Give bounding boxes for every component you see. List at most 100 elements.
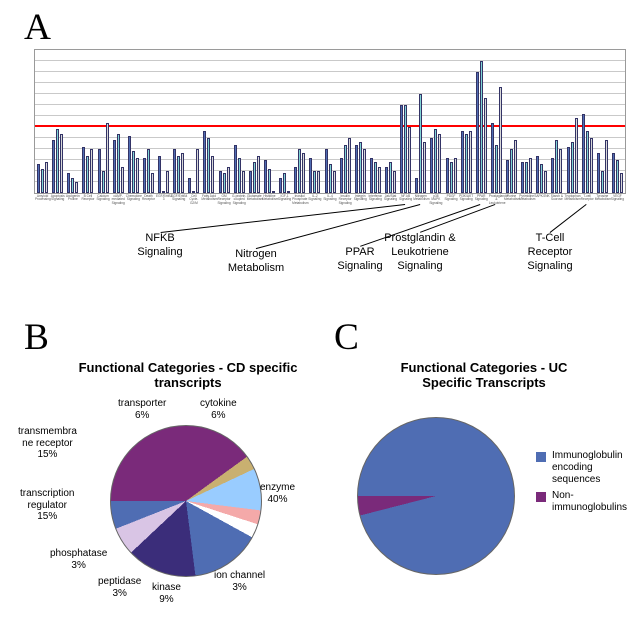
bar-category-label: PDGF Signaling	[443, 195, 458, 202]
bar	[56, 129, 59, 193]
bar	[302, 153, 305, 193]
bar-group	[52, 129, 63, 193]
bar	[590, 138, 593, 193]
bar	[158, 156, 161, 193]
gridline	[35, 82, 625, 83]
callout-text: NFKBSignaling	[110, 232, 210, 260]
bar	[575, 118, 578, 193]
bar	[227, 167, 230, 193]
bar	[359, 142, 362, 193]
gridline	[35, 104, 625, 105]
bar-group	[446, 158, 457, 193]
bar	[317, 171, 320, 193]
bar-group	[491, 87, 502, 193]
bar	[389, 162, 392, 193]
bar-group	[309, 158, 320, 193]
bar	[136, 158, 139, 193]
bar-category-label: PI3K/AKT Signaling	[459, 195, 474, 202]
bar	[117, 134, 120, 193]
gridline	[35, 93, 625, 94]
bar	[162, 191, 165, 193]
bar	[363, 149, 366, 193]
bar-category-label: cAMP-mediated Signaling	[111, 195, 126, 205]
panel-B-label: B	[24, 316, 49, 359]
bar-group	[98, 123, 109, 193]
bar-category-label: T-cell Receptor	[580, 195, 595, 202]
bar-group	[173, 149, 184, 193]
bar-group	[476, 61, 487, 193]
bar	[102, 171, 105, 193]
bar	[521, 162, 524, 193]
bar	[253, 162, 256, 193]
bar	[223, 173, 226, 193]
bar	[82, 147, 85, 193]
bar-category-label: Nitrogen Metabolism	[413, 195, 428, 202]
gridline	[35, 115, 625, 116]
bar	[309, 158, 312, 193]
bar-group	[264, 160, 275, 193]
bar	[400, 105, 403, 193]
bar-category-label: Chemokine Signaling	[126, 195, 141, 202]
bar-group	[370, 158, 381, 193]
bar-category-label: G-protein-coupled Signaling	[232, 195, 247, 205]
callout-text: NitrogenMetabolism	[206, 248, 306, 276]
bar-category-label: EGF/ErbB2-3	[156, 195, 171, 202]
panel-A-label: A	[24, 6, 51, 49]
bar	[121, 167, 124, 193]
bar	[268, 169, 271, 193]
bar	[415, 178, 418, 193]
bar-group	[188, 149, 199, 193]
bar	[333, 171, 336, 193]
bar-category-label: IL-2 Signaling	[307, 195, 322, 202]
bar-category-label: B Cell Receptor	[80, 195, 95, 202]
bar	[313, 171, 316, 193]
bar-category-label: Tyrosine Metabolism	[595, 195, 610, 202]
bar-category-label: Death Receptor	[141, 195, 156, 202]
bar-category-label: p38 MAPK Signaling	[428, 195, 443, 205]
bar	[181, 153, 184, 193]
bar-chart: Amyloid ProcessingApoptosis SignalingAxo…	[34, 49, 626, 194]
bar-category-label: SAPK/JNK	[534, 195, 549, 198]
bar	[605, 140, 608, 193]
bar-group	[567, 118, 578, 193]
pie-slice-label: transcriptionregulator15%	[20, 488, 74, 523]
bar-group	[612, 153, 623, 193]
bar	[571, 142, 574, 193]
bar	[510, 149, 513, 193]
bar	[438, 134, 441, 193]
bar-group	[249, 156, 260, 193]
bar	[434, 129, 437, 193]
pie-UC	[357, 417, 515, 575]
bar	[106, 123, 109, 193]
bar-group	[597, 140, 608, 193]
bar-group	[430, 129, 441, 193]
bar-group	[294, 149, 305, 193]
pie-CD	[110, 425, 262, 577]
bar	[616, 160, 619, 193]
bar	[325, 149, 328, 193]
callout-line	[550, 204, 587, 233]
bar	[586, 131, 589, 193]
bar	[540, 164, 543, 193]
bar-group	[415, 94, 426, 193]
bar	[385, 167, 388, 193]
bar-category-label: Apoptosis Signaling	[50, 195, 65, 202]
bar-group	[506, 140, 517, 193]
bar-group	[521, 158, 532, 193]
bar-group	[400, 105, 411, 193]
threshold-line	[35, 125, 625, 127]
bar	[329, 164, 332, 193]
bar-group	[536, 156, 547, 193]
bar	[525, 162, 528, 193]
pie-slice-label: enzyme40%	[260, 482, 295, 505]
bar-category-label: Histidine Metabolism	[262, 195, 277, 202]
bar	[484, 98, 487, 193]
bar-category-label: Glutamate Metabolism	[247, 195, 262, 202]
bar	[128, 136, 131, 193]
bar-category-label: Calcium Signaling	[96, 195, 111, 202]
bar	[340, 158, 343, 193]
bar	[348, 138, 351, 193]
bar	[582, 114, 585, 193]
bar	[219, 171, 222, 193]
bar-group	[219, 167, 230, 193]
